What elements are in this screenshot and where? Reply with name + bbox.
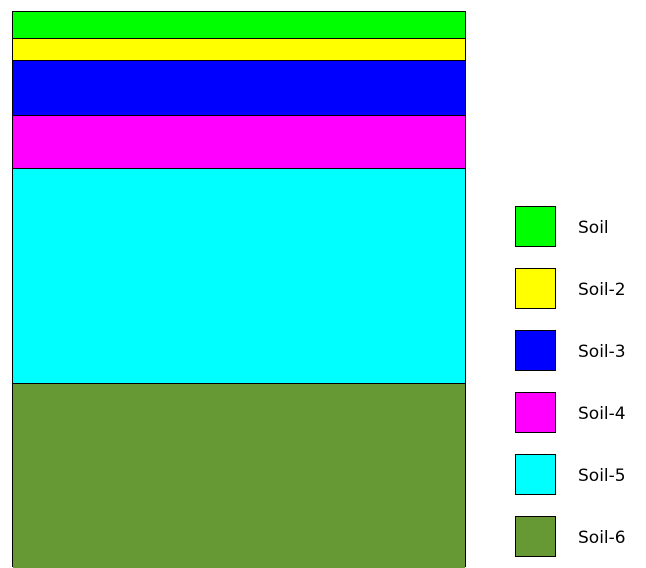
legend-swatch [515,330,556,371]
legend-swatch [515,268,556,309]
soil-layer-4 [13,116,465,169]
legend-label: Soil-4 [578,404,626,424]
soil-layer-3 [13,61,465,116]
legend-swatch [515,454,556,495]
soil-layer-6 [13,384,465,568]
soil-layer-2 [13,39,465,61]
legend-label: Soil-3 [578,342,626,362]
legend-label: Soil-2 [578,280,626,300]
legend-item-soil-5: Soil-5 [515,454,646,496]
legend-label: Soil-6 [578,528,626,548]
legend-swatch [515,516,556,557]
soil-layer-1 [13,12,465,39]
legend-item-soil-6: Soil-6 [515,516,646,558]
soil-profile [12,11,466,568]
legend-label: Soil-5 [578,466,626,486]
soil-layer-5 [13,169,465,384]
legend-item-soil: Soil [515,206,646,248]
legend-item-soil-4: Soil-4 [515,392,646,434]
legend-swatch [515,392,556,433]
legend-item-soil-3: Soil-3 [515,330,646,372]
legend-swatch [515,206,556,247]
legend-item-soil-2: Soil-2 [515,268,646,310]
legend-label: Soil [578,218,609,238]
